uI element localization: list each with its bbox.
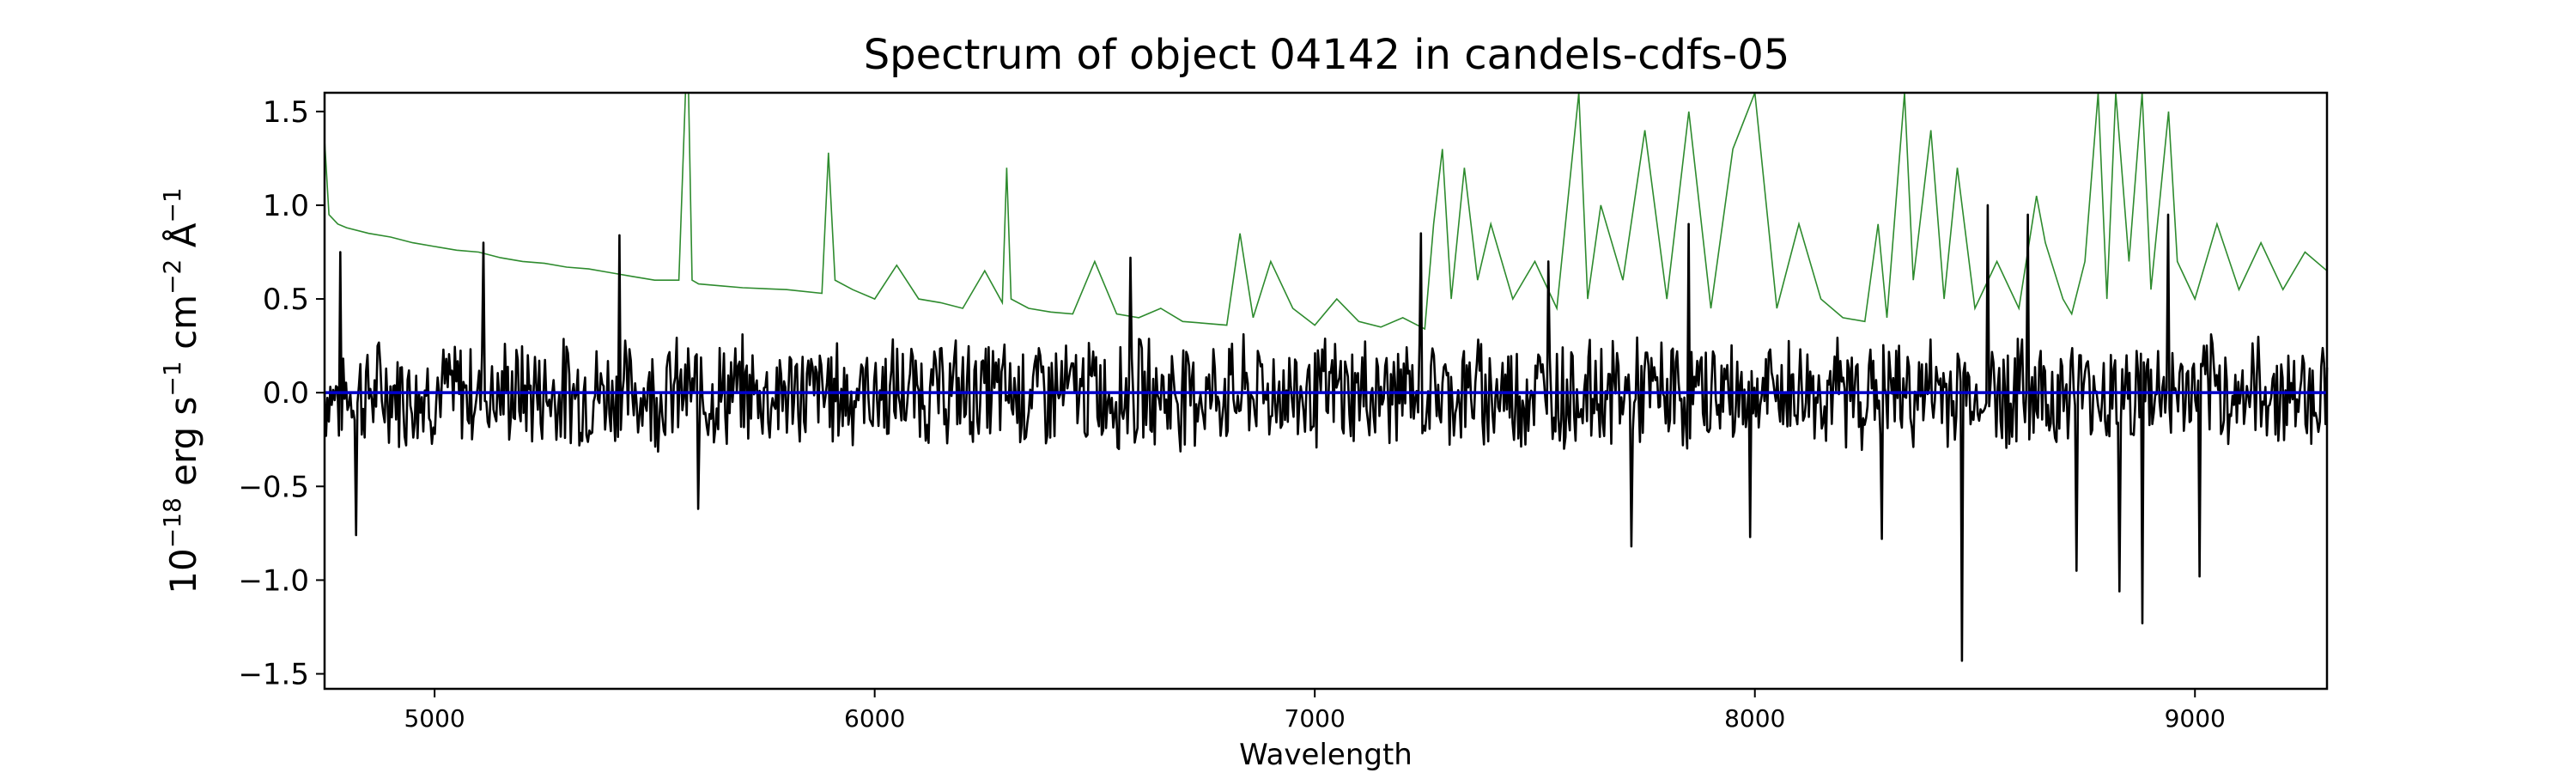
y-axis: 1.5 1.0 0.5 0.0 −0.5 −1.0 −1.5 [238,95,325,692]
x-tick-label: 5000 [404,704,465,733]
y-label-unit1: erg s [162,397,204,498]
chart-title: Spectrum of object 04142 in candels-cdfs… [864,31,1790,79]
x-axis-label: Wavelength [1239,738,1413,772]
x-tick-label: 8000 [1724,704,1785,733]
y-tick-label: −0.5 [238,470,309,504]
y-label-exp4: −1 [158,187,186,222]
y-tick-label: 0.5 [263,283,309,317]
y-tick-label: 1.0 [263,189,309,223]
x-tick-label: 6000 [844,704,905,733]
flux-series-line [323,204,2329,662]
y-axis-label: 10−18 erg s−1 cm−2 Å−1 [158,187,204,593]
y-label-unit3: Å [161,222,204,259]
y-label-exp3: −2 [158,259,186,295]
y-tick-label: −1.5 [238,658,309,692]
y-tick-label: −1.0 [238,563,309,598]
x-axis: 5000 6000 7000 8000 9000 [404,689,2226,733]
y-tick-label: 0.0 [263,376,309,411]
noise-series-line [324,92,2328,331]
plot-frame [323,91,2329,691]
x-tick-label: 7000 [1285,704,1346,733]
y-label-exp2: −1 [158,361,186,396]
y-label-base: 10 [162,548,204,593]
x-tick-label: 9000 [2165,704,2226,733]
series-layer [323,92,2329,662]
plot-area [323,91,2329,691]
y-label-exp1: −18 [158,497,186,548]
y-tick-label: 1.5 [263,95,309,130]
y-label-unit2: cm [162,295,204,361]
